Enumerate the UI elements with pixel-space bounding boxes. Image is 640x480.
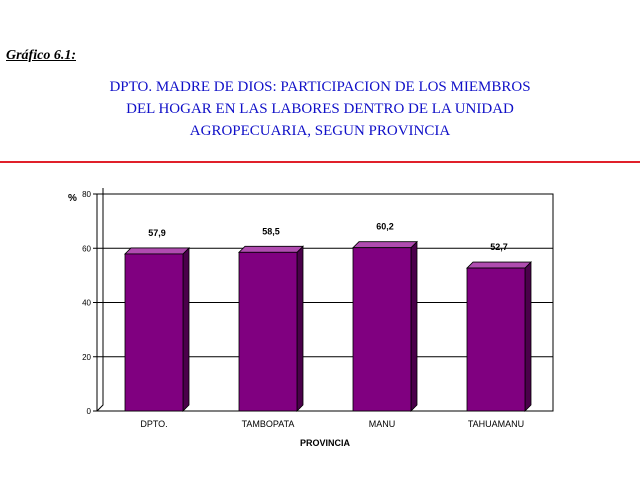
data-label: 57,9 — [148, 228, 166, 238]
bar-side — [524, 261, 532, 412]
bar-side — [296, 245, 304, 412]
data-label: 52,7 — [490, 242, 508, 252]
data-label: 60,2 — [376, 222, 394, 232]
y-tick-label: 0 — [87, 407, 92, 416]
x-tick-label: TAMBOPATA — [242, 419, 295, 429]
plot-back-wall — [96, 188, 104, 412]
bar-top — [352, 241, 418, 249]
y-tick-label: 40 — [82, 299, 91, 308]
data-label: 58,5 — [262, 226, 280, 236]
bar — [124, 253, 184, 412]
bar — [238, 251, 298, 412]
y-axis-label: % — [68, 193, 77, 204]
x-tick-label: DPTO. — [140, 419, 167, 429]
bar-top — [124, 247, 190, 255]
x-axis-label: PROVINCIA — [300, 438, 351, 448]
bar-side — [182, 246, 190, 412]
title-divider — [0, 161, 640, 163]
chart-title-line-2: DEL HOGAR EN LAS LABORES DENTRO DE LA UN… — [126, 101, 514, 117]
x-tick-label: TAHUAMANU — [468, 419, 524, 429]
chart-title-line-3: AGROPECUARIA, SEGUN PROVINCIA — [189, 123, 451, 139]
chart-title: DPTO. MADRE DE DIOS: PARTICIPACION DE LO… — [40, 76, 600, 142]
figure-label: Gráfico 6.1: — [6, 48, 76, 63]
y-tick-label: 60 — [82, 244, 91, 253]
x-tick-label: MANU — [369, 419, 396, 429]
bar — [466, 267, 526, 412]
bar-side — [410, 240, 418, 412]
bar-top — [238, 245, 304, 253]
bar — [352, 247, 412, 412]
y-tick-label: 80 — [82, 190, 91, 199]
chart-title-line-1: DPTO. MADRE DE DIOS: PARTICIPACION DE LO… — [109, 79, 531, 95]
bar-top — [466, 261, 532, 269]
y-tick-label: 20 — [82, 353, 91, 362]
